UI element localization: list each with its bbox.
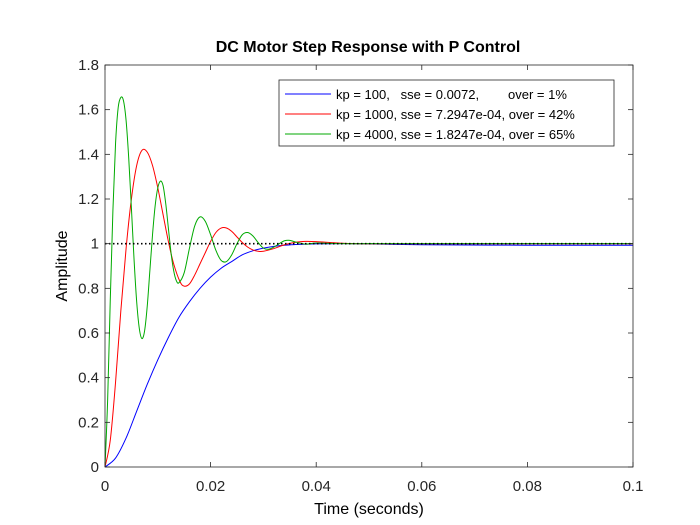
y-tick-label: 0.6 [78,325,99,342]
chart-title: DC Motor Step Response with P Control [216,39,521,56]
series-line-kp-1000 [104,148,633,468]
x-tick-label: 0.04 [302,478,331,495]
series-line-kp-4000 [104,96,633,468]
y-tick-label: 0.4 [78,370,99,387]
x-tick-label: 0.06 [407,478,436,495]
legend: kp = 100, sse = 0.0072, over = 1% kp = 10… [278,79,615,147]
y-tick-label: 1.8 [78,57,99,74]
x-axis-ticks: 0 0.02 0.04 0.06 0.08 0.1 [101,65,644,495]
legend-box [278,79,615,147]
y-tick-label: 0.8 [78,280,99,297]
x-axis-label: Time (seconds) [314,501,424,518]
y-tick-label: 1 [91,236,99,253]
y-tick-label: 0.2 [78,414,99,431]
y-axis-label: Amplitude [54,230,71,301]
y-axis-ticks: 0 0.2 0.4 0.6 0.8 1 1.2 1.4 1.6 1.8 [78,57,633,476]
x-tick-label: 0.1 [623,478,644,495]
x-tick-label: 0.08 [513,478,542,495]
x-tick-label: 0 [101,478,109,495]
axes-box [104,64,634,468]
y-tick-label: 1.6 [78,102,99,119]
legend-label-kp-100: kp = 100, sse = 0.0072, over = 1% [336,87,567,102]
legend-label-kp-1000: kp = 1000, sse = 7.2947e-04, over = 42% [336,107,575,122]
y-tick-label: 0 [91,459,99,476]
x-tick-label: 0.02 [196,478,225,495]
y-tick-label: 1.4 [78,146,99,163]
legend-label-kp-4000: kp = 4000, sse = 1.8247e-04, over = 65% [336,127,575,142]
y-tick-label: 1.2 [78,191,99,208]
